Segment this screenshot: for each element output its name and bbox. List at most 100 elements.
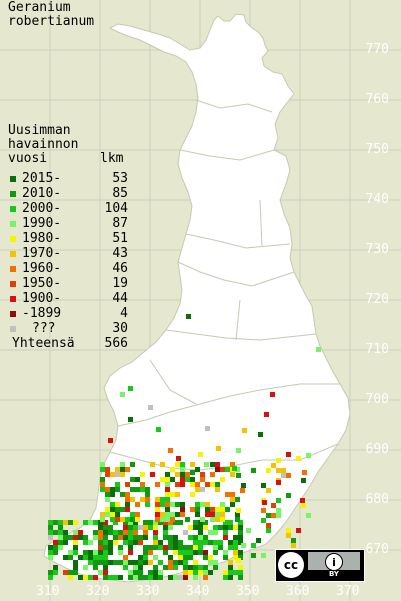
observation-cell xyxy=(165,487,170,492)
observation-cell xyxy=(108,530,113,535)
observation-cell xyxy=(215,517,220,522)
y-tick-label: 670 xyxy=(365,542,389,557)
observation-cell xyxy=(242,428,247,433)
observation-cell xyxy=(128,520,133,525)
observation-cell xyxy=(200,472,205,477)
observation-cell xyxy=(113,520,118,525)
observation-cell xyxy=(83,575,88,580)
cc-icon: cc xyxy=(278,552,304,578)
observation-cell xyxy=(123,555,128,560)
observation-cell xyxy=(153,555,158,560)
observation-cell xyxy=(110,487,115,492)
observation-cell xyxy=(153,575,158,580)
observation-cell xyxy=(236,448,241,453)
observation-cell xyxy=(165,512,170,517)
observation-cell xyxy=(103,530,108,535)
legend-label: 2015- xyxy=(22,171,62,186)
observation-cell xyxy=(170,492,175,497)
observation-cell xyxy=(83,520,88,525)
observation-cell xyxy=(213,560,218,565)
legend-count: 51 xyxy=(112,231,128,246)
observation-cell xyxy=(68,535,73,540)
observation-cell xyxy=(110,472,115,477)
observation-cell xyxy=(286,473,291,478)
observation-cell xyxy=(168,535,173,540)
observation-cell xyxy=(183,555,188,560)
legend-swatch xyxy=(10,191,16,197)
observation-cell xyxy=(103,535,108,540)
observation-cell xyxy=(276,508,281,513)
observation-cell xyxy=(266,488,271,493)
observation-cell xyxy=(218,525,223,530)
observation-cell xyxy=(58,530,63,535)
legend-label: 2010- xyxy=(22,186,62,201)
observation-cell xyxy=(138,565,143,570)
observation-cell xyxy=(120,517,125,522)
observation-cell xyxy=(173,550,178,555)
observation-cell xyxy=(188,545,193,550)
observation-cell xyxy=(168,545,173,550)
cc-by-license-badge: cc i BY xyxy=(275,549,365,582)
observation-cell xyxy=(198,540,203,545)
observation-cell xyxy=(113,530,118,535)
observation-cell xyxy=(73,545,78,550)
observation-cell xyxy=(185,517,190,522)
observation-cell xyxy=(155,482,160,487)
observation-cell xyxy=(215,487,220,492)
legend-swatch xyxy=(10,251,16,257)
observation-cell xyxy=(220,502,225,507)
observation-cell xyxy=(98,535,103,540)
observation-cell xyxy=(180,462,185,467)
observation-cell xyxy=(88,520,93,525)
observation-cell xyxy=(68,575,73,580)
observation-cell xyxy=(271,503,276,508)
observation-cell xyxy=(98,540,103,545)
observation-cell xyxy=(165,472,170,477)
observation-cell xyxy=(105,472,110,477)
observation-cell xyxy=(48,570,53,575)
observation-cell xyxy=(228,525,233,530)
legend-swatch xyxy=(10,311,16,317)
observation-cell xyxy=(133,560,138,565)
observation-cell xyxy=(93,530,98,535)
observation-cell xyxy=(143,545,148,550)
observation-cell xyxy=(68,570,73,575)
observation-cell xyxy=(291,543,296,548)
observation-cell xyxy=(264,412,269,417)
observation-cell xyxy=(135,512,140,517)
observation-cell xyxy=(63,535,68,540)
observation-cell xyxy=(120,467,125,472)
observation-cell xyxy=(130,487,135,492)
observation-cell xyxy=(193,570,198,575)
observation-cell xyxy=(105,492,110,497)
observation-cell xyxy=(218,540,223,545)
observation-cell xyxy=(155,497,160,502)
observation-cell xyxy=(168,540,173,545)
observation-cell xyxy=(178,520,183,525)
observation-cell xyxy=(165,502,170,507)
observation-cell xyxy=(120,492,125,497)
legend-count-header: lkm xyxy=(100,151,124,166)
legend-label: 1980- xyxy=(22,231,62,246)
observation-cell xyxy=(153,565,158,570)
observation-cell xyxy=(135,487,140,492)
observation-cell xyxy=(158,545,163,550)
observation-cell xyxy=(210,512,215,517)
observation-cell xyxy=(150,462,155,467)
legend-header-line-2: havainnon xyxy=(8,137,79,152)
observation-cell xyxy=(100,467,105,472)
observation-cell xyxy=(128,575,133,580)
observation-cell xyxy=(133,540,138,545)
legend-swatch xyxy=(10,236,16,242)
observation-cell xyxy=(165,517,170,522)
observation-cell xyxy=(135,517,140,522)
observation-cell xyxy=(286,452,291,457)
observation-cell xyxy=(156,427,161,432)
observation-cell xyxy=(203,570,208,575)
legend-label: 1900- xyxy=(22,291,62,306)
observation-cell xyxy=(128,386,133,391)
observation-cell xyxy=(68,550,73,555)
observation-cell xyxy=(138,540,143,545)
observation-cell xyxy=(68,555,73,560)
